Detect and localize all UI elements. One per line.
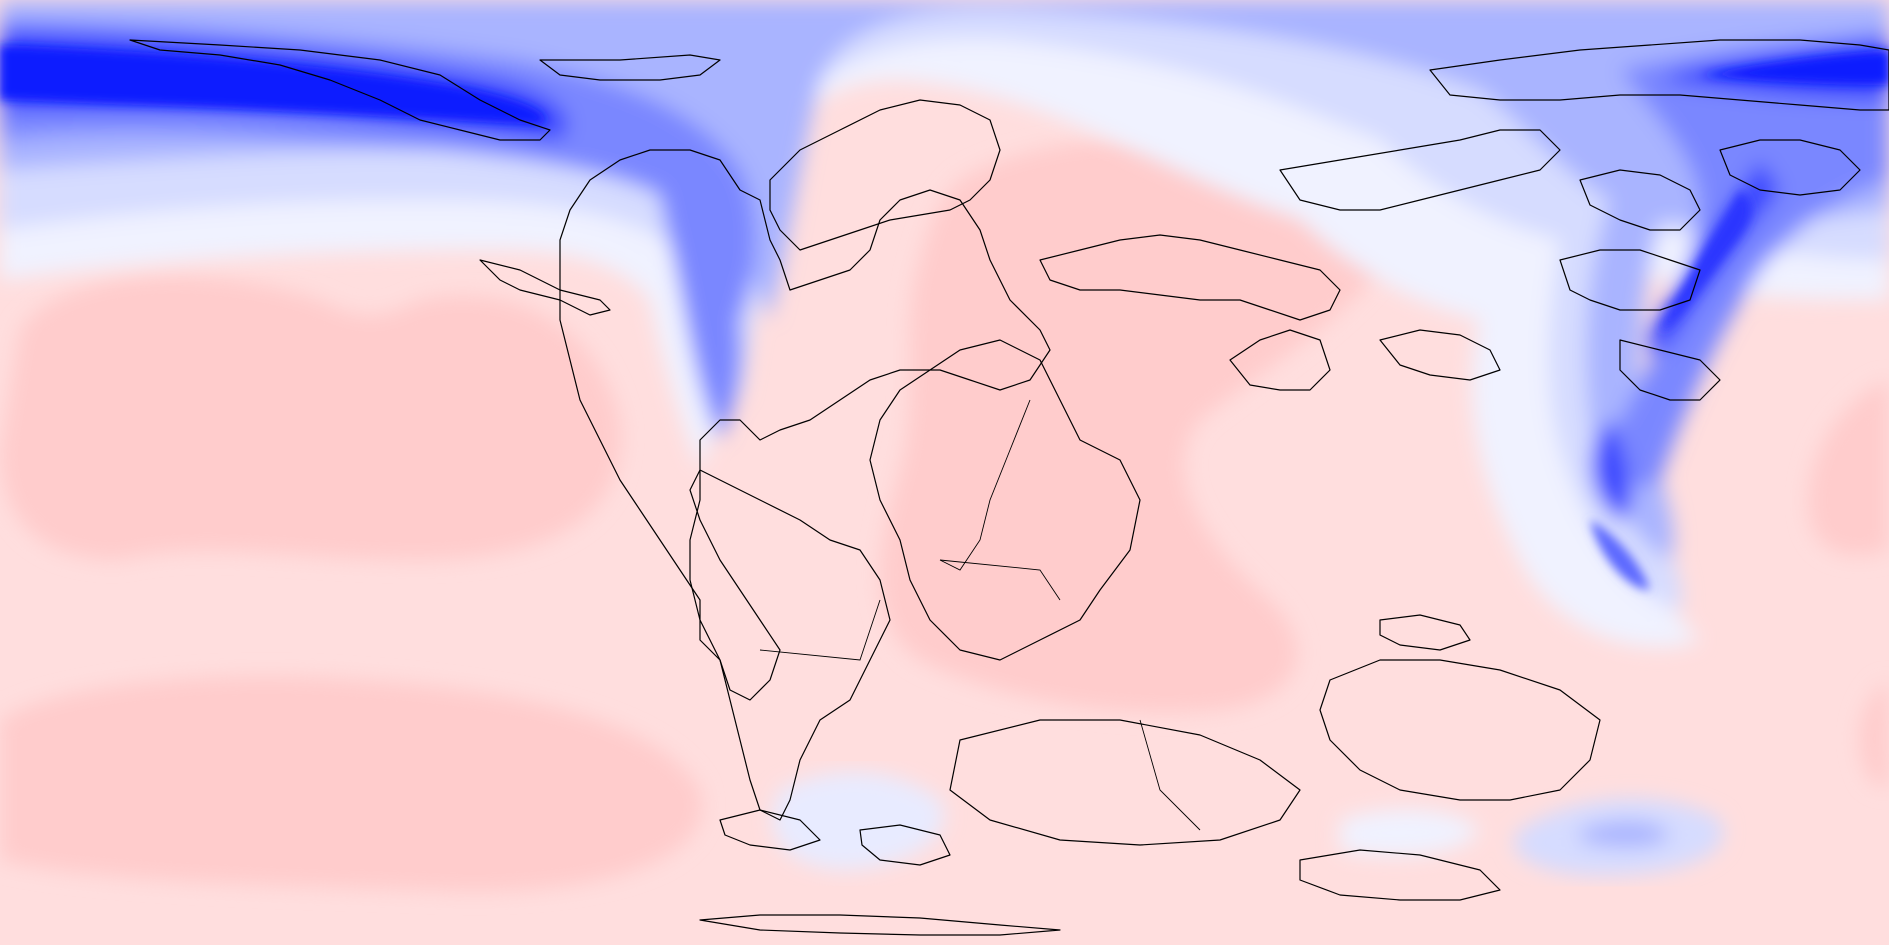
east-pacific-warm-cell [1808, 380, 1889, 556]
warm-regions [0, 137, 1889, 892]
antarctic-cold-patch [772, 771, 1724, 876]
north-pacific-cold-band [0, 45, 546, 125]
cold-cores [0, 45, 1889, 590]
western-america-cold-tongue [650, 150, 741, 440]
south-pacific-warm-cell [0, 676, 703, 892]
north-pacific-warm-cell [0, 276, 621, 560]
tethys-warm-region [880, 137, 1404, 713]
east-asia-cold-band [1700, 50, 1889, 85]
coastlines [129, 39, 1889, 936]
south-east-warm-cell [1859, 680, 1889, 790]
